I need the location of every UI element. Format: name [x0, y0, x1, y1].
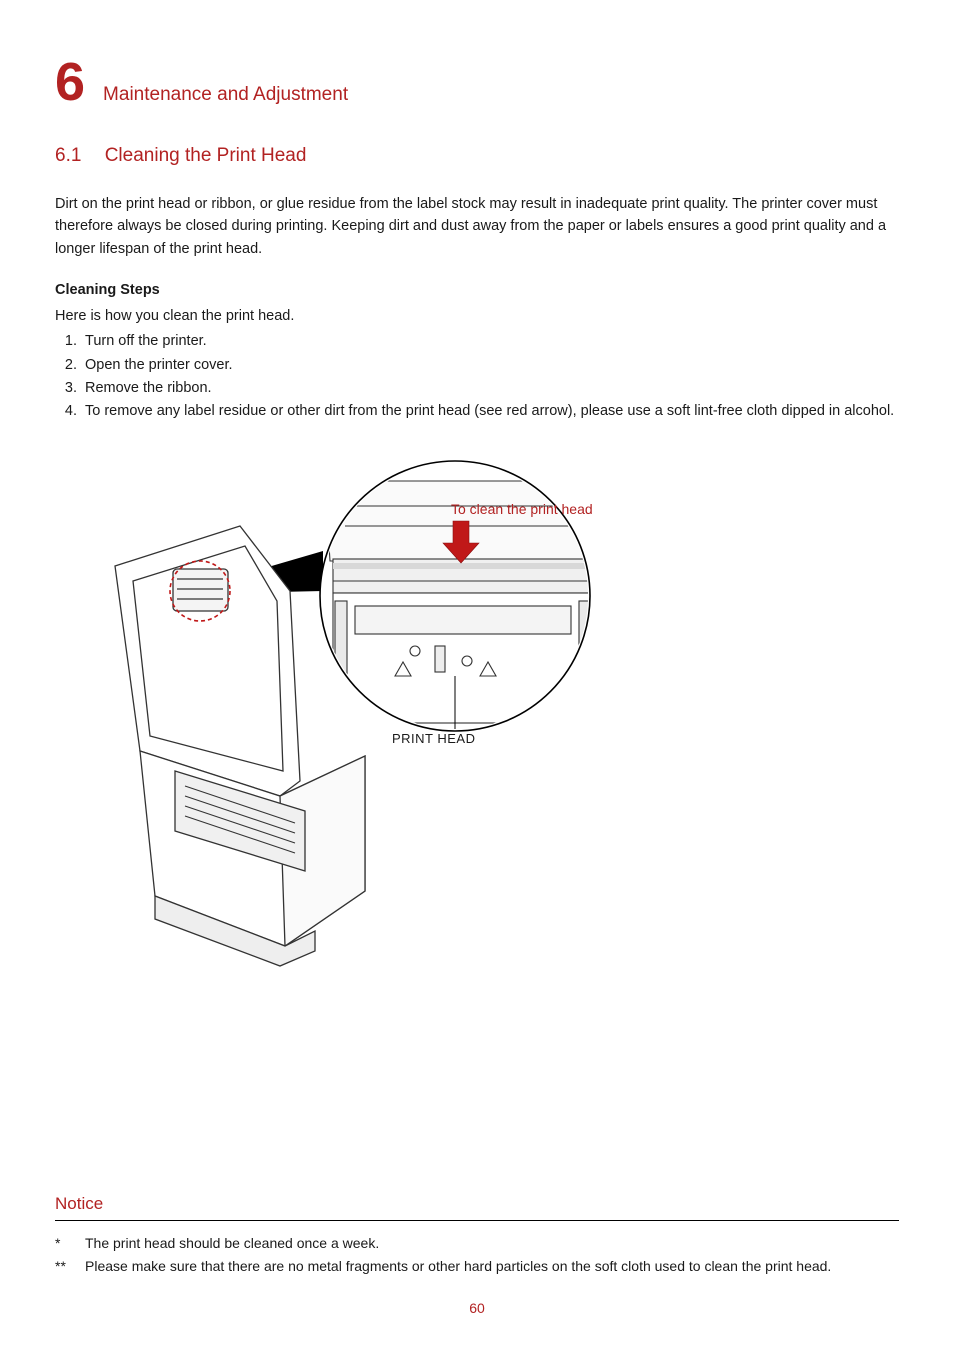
chapter-header: 6 Maintenance and Adjustment: [55, 55, 899, 109]
chapter-title: Maintenance and Adjustment: [103, 84, 348, 106]
section-heading: 6.1 Cleaning the Print Head: [55, 145, 899, 167]
asterisk-icon: **: [55, 1256, 75, 1278]
figure-label: PRINT HEAD: [392, 731, 476, 746]
list-item: ** Please make sure that there are no me…: [55, 1256, 899, 1278]
intro-paragraph: Dirt on the print head or ribbon, or glu…: [55, 193, 899, 260]
figure-callout: To clean the print head: [451, 501, 593, 517]
steps-intro: Here is how you clean the print head.: [55, 308, 899, 324]
list-item: Open the printer cover.: [81, 354, 899, 377]
asterisk-icon: *: [55, 1233, 75, 1255]
notice-text: Please make sure that there are no metal…: [85, 1256, 831, 1278]
section-title: Cleaning the Print Head: [105, 145, 307, 166]
chapter-number: 6: [55, 55, 85, 109]
section-number: 6.1: [55, 145, 81, 166]
steps-list: Turn off the printer. Open the printer c…: [55, 330, 899, 423]
steps-heading: Cleaning Steps: [55, 282, 899, 298]
notice-list: * The print head should be cleaned once …: [55, 1233, 899, 1278]
diagram-svg: [55, 451, 899, 981]
notice-block: Notice * The print head should be cleane…: [55, 1194, 899, 1280]
list-item: Remove the ribbon.: [81, 377, 899, 400]
notice-title: Notice: [55, 1194, 899, 1214]
list-item: To remove any label residue or other dir…: [81, 400, 899, 423]
list-item: Turn off the printer.: [81, 330, 899, 353]
list-item: * The print head should be cleaned once …: [55, 1233, 899, 1255]
notice-text: The print head should be cleaned once a …: [85, 1233, 379, 1255]
page-number: 60: [0, 1300, 954, 1316]
printer-diagram: To clean the print head PRINT HEAD: [55, 451, 899, 981]
notice-divider: [55, 1220, 899, 1221]
